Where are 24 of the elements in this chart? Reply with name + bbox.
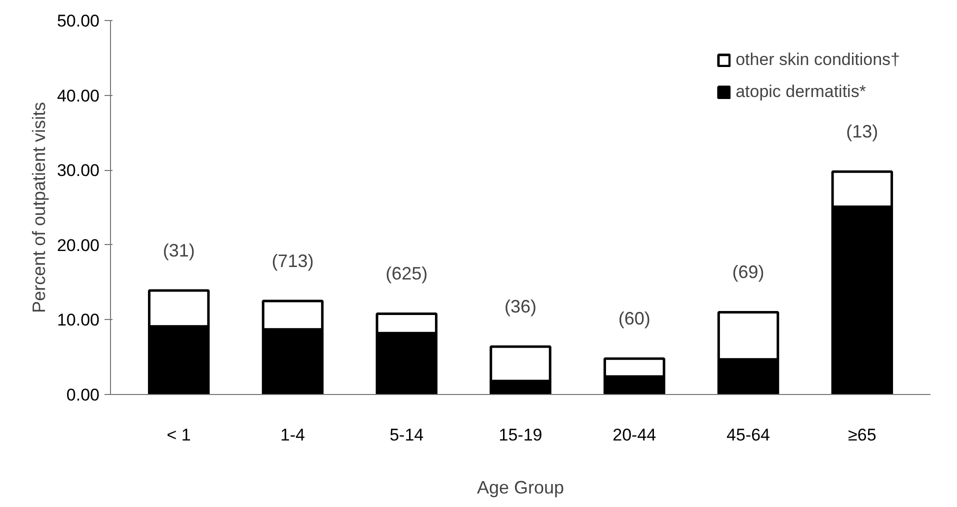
x-tick-label: 15-19 bbox=[498, 426, 542, 444]
y-tick-label: 40.00 bbox=[56, 86, 100, 106]
legend-label: atopic dermatitis* bbox=[736, 82, 866, 102]
annotation: (36) bbox=[504, 296, 537, 317]
x-tick-label: < 1 bbox=[166, 426, 191, 444]
annotation: (31) bbox=[162, 240, 195, 261]
y-tick-label: 50.00 bbox=[56, 12, 100, 30]
x-tick-label: 45-64 bbox=[726, 426, 770, 444]
legend-label: other skin conditions† bbox=[736, 50, 900, 70]
annotation: (13) bbox=[846, 122, 878, 142]
annotation: (60) bbox=[618, 308, 650, 329]
y-tick-label: 10.00 bbox=[56, 310, 100, 330]
annotation: (713) bbox=[272, 251, 314, 271]
x-tick-label: 1-4 bbox=[280, 426, 306, 444]
annotation: (69) bbox=[732, 262, 764, 282]
y-axis-title: Percent of outpatient visits bbox=[28, 102, 49, 314]
x-axis-title: Age Group bbox=[476, 478, 564, 498]
x-tick-label: 5-14 bbox=[390, 426, 424, 444]
annotation: (625) bbox=[386, 264, 428, 284]
x-tick-label: ≥65 bbox=[848, 426, 876, 444]
y-tick-label: 30.00 bbox=[56, 161, 100, 180]
x-tick-label: 20-44 bbox=[612, 426, 656, 444]
y-tick-label: 20.00 bbox=[56, 236, 100, 255]
y-tick-label: 0.00 bbox=[66, 386, 100, 404]
